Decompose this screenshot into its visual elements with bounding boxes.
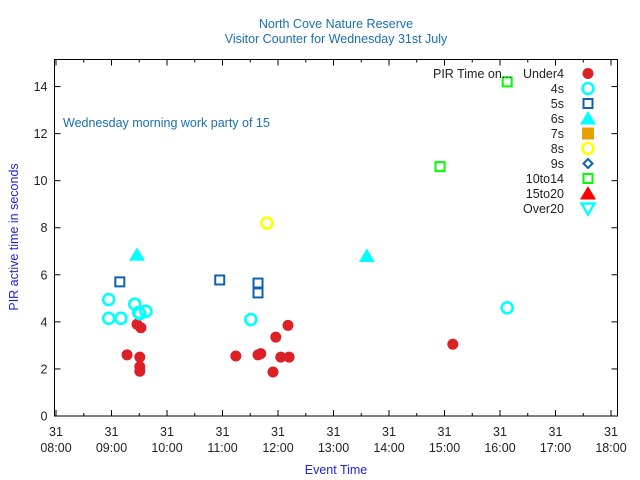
y-tick-label: 8 xyxy=(41,221,48,235)
legend-marker-5s xyxy=(582,98,594,109)
y-tick-label: 6 xyxy=(41,268,48,282)
legend-label: 5s xyxy=(551,97,564,111)
y-tick-label: 2 xyxy=(41,362,48,376)
data-point-under4 xyxy=(270,331,282,343)
data-point-10to14 xyxy=(501,76,513,88)
data-point-5s xyxy=(252,287,264,299)
legend-label: 6s xyxy=(551,112,564,126)
x-tick-day: 31 xyxy=(604,425,618,439)
x-tick-day: 31 xyxy=(160,425,174,439)
chart-subtitle: Visitor Counter for Wednesday 31st July xyxy=(225,32,448,46)
y-tick-label: 4 xyxy=(41,315,48,329)
data-point-5s xyxy=(114,276,126,288)
data-point-under4 xyxy=(255,348,267,360)
data-point-4s xyxy=(101,292,116,307)
data-point-under4 xyxy=(134,365,146,377)
x-tick-day: 31 xyxy=(438,425,452,439)
legend-label: Over20 xyxy=(523,202,564,216)
y-tick-label: 14 xyxy=(34,80,48,94)
x-tick-time: 11:00 xyxy=(207,441,237,455)
legend-marker-under4 xyxy=(582,68,594,79)
legend-label: 4s xyxy=(551,82,564,96)
x-tick-day: 31 xyxy=(382,425,396,439)
data-point-5s xyxy=(252,277,264,289)
data-point-under4 xyxy=(230,350,242,362)
data-point-5s xyxy=(214,274,226,286)
x-tick-time: 08:00 xyxy=(40,441,71,455)
y-tick-label: 10 xyxy=(34,174,48,188)
data-point-under4 xyxy=(275,351,287,363)
x-tick-day: 31 xyxy=(105,425,119,439)
legend-label: 7s xyxy=(551,127,564,141)
x-tick-time: 16:00 xyxy=(484,441,515,455)
data-point-4s xyxy=(101,311,116,326)
legend-marker-15to20 xyxy=(580,186,596,200)
x-tick-day: 31 xyxy=(49,425,63,439)
data-point-10to14 xyxy=(434,161,446,173)
x-tick-day: 31 xyxy=(216,425,230,439)
data-point-4s xyxy=(114,311,128,326)
x-tick-time: 17:00 xyxy=(540,441,571,455)
data-point-4s xyxy=(244,312,258,327)
legend-marker-7s xyxy=(582,127,594,140)
data-point-under4 xyxy=(134,351,146,363)
legend-label: 8s xyxy=(551,142,564,156)
data-point-4s xyxy=(139,304,153,319)
x-tick-day: 31 xyxy=(549,425,563,439)
legend-marker-9s xyxy=(582,157,594,170)
legend-marker-8s xyxy=(581,141,595,156)
legend-marker-4s xyxy=(581,81,595,96)
chart-title: North Cove Nature Reserve xyxy=(259,17,413,31)
legend-label: 10to14 xyxy=(526,172,564,186)
legend-label: 9s xyxy=(551,157,564,171)
data-point-under4 xyxy=(282,319,294,331)
data-point-6s xyxy=(358,248,375,262)
data-point-6s xyxy=(129,247,146,261)
x-tick-time: 15:00 xyxy=(429,441,460,455)
x-tick-time: 09:00 xyxy=(96,441,127,455)
data-point-4s xyxy=(500,300,515,315)
annotation-work-party: Wednesday morning work party of 15 xyxy=(63,116,270,130)
legend-marker-over20 xyxy=(579,202,597,217)
legend-label: 15to20 xyxy=(526,187,564,201)
x-tick-day: 31 xyxy=(493,425,507,439)
y-tick-label: 0 xyxy=(41,410,48,424)
data-point-under4 xyxy=(135,322,147,334)
x-tick-time: 14:00 xyxy=(373,441,404,455)
data-point-4s xyxy=(131,305,146,320)
legend-label: Under4 xyxy=(523,67,564,81)
x-tick-day: 31 xyxy=(271,425,285,439)
data-point-under4 xyxy=(121,349,133,361)
legend-title: PIR Time on... xyxy=(433,67,512,81)
legend-marker-6s xyxy=(580,111,596,125)
data-point-under4 xyxy=(283,351,295,363)
x-tick-time: 10:00 xyxy=(151,441,182,455)
x-tick-time: 13:00 xyxy=(318,441,349,455)
data-point-under4 xyxy=(447,338,459,350)
y-tick-label: 12 xyxy=(34,127,48,141)
x-tick-time: 18:00 xyxy=(595,441,626,455)
legend-marker-10to14 xyxy=(582,173,594,184)
plot-frame xyxy=(54,59,618,417)
data-point-8s xyxy=(260,216,274,230)
data-point-under4 xyxy=(267,366,279,378)
y-axis-label: PIR active time in seconds xyxy=(7,163,21,310)
x-axis-label: Event Time xyxy=(305,463,368,477)
x-tick-day: 31 xyxy=(327,425,341,439)
x-tick-time: 12:00 xyxy=(262,441,293,455)
